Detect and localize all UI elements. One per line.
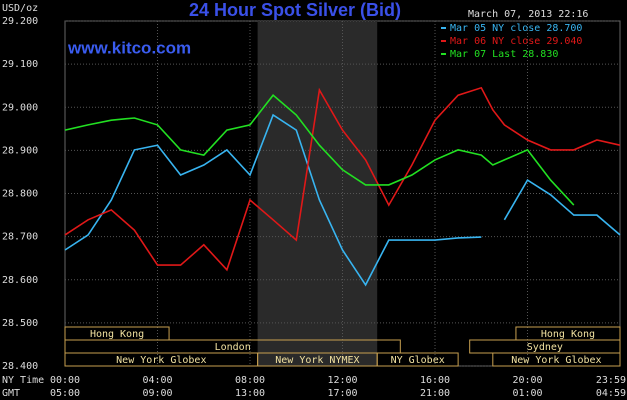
series-line	[64, 113, 621, 287]
y-tick-label: 28.800	[2, 189, 38, 200]
x2-tick-label: 09:00	[142, 388, 172, 399]
y-tick-label: 28.900	[2, 145, 38, 156]
x2-tick-label: 05:00	[50, 388, 80, 399]
session-box	[492, 352, 621, 367]
x2-tick-label: 01:00	[512, 388, 542, 399]
session-label: London	[215, 342, 251, 353]
session-label: NY Globex	[391, 355, 445, 366]
legend-swatch	[441, 27, 446, 29]
legend-swatch	[441, 53, 446, 55]
series-line	[64, 94, 575, 206]
timestamp: March 07, 2013 22:16	[468, 9, 588, 20]
x-tick-label: 00:00	[50, 375, 80, 386]
x2-axis-label: GMT	[2, 388, 20, 399]
x-axis-label: NY Time	[2, 375, 44, 386]
x2-tick-label: 17:00	[327, 388, 357, 399]
legend-swatch	[441, 40, 446, 42]
x-tick-label: 04:00	[142, 375, 172, 386]
session-label: Sydney	[527, 342, 563, 353]
y-tick-label: 29.200	[2, 16, 38, 27]
y-tick-label: 28.700	[2, 232, 38, 243]
y-tick-label: 28.400	[2, 361, 38, 372]
session-label: Hong Kong	[541, 329, 595, 340]
y-tick-label: 28.600	[2, 275, 38, 286]
x-tick-label: 08:00	[235, 375, 265, 386]
y-tick-label: 29.000	[2, 102, 38, 113]
website: www.kitco.com	[67, 38, 191, 57]
session-label: New York Globex	[116, 355, 206, 366]
x-tick-label: 20:00	[512, 375, 542, 386]
legend-label: Mar 06 NY close 29.040	[450, 36, 582, 47]
x2-tick-label: 13:00	[235, 388, 265, 399]
session-label: New York Globex	[511, 355, 601, 366]
y-tick-label: 28.500	[2, 318, 38, 329]
session-label: Hong Kong	[90, 329, 144, 340]
x2-tick-label: 21:00	[420, 388, 450, 399]
session-box	[376, 352, 459, 367]
chart-title: 24 Hour Spot Silver (Bid)	[189, 0, 401, 20]
x-tick-label: 23:59	[596, 375, 626, 386]
series-line	[64, 86, 621, 272]
y-tick-label: 29.100	[2, 59, 38, 70]
session-label: New York NYMEX	[275, 355, 359, 366]
x2-tick-label: 04:59	[596, 388, 626, 399]
legend-label: Mar 07 Last 28.830	[450, 49, 558, 60]
x-tick-label: 12:00	[327, 375, 357, 386]
y-axis-label: USD/oz	[2, 3, 38, 14]
x-tick-label: 16:00	[420, 375, 450, 386]
legend-label: Mar 05 NY close 28.700	[450, 23, 582, 34]
